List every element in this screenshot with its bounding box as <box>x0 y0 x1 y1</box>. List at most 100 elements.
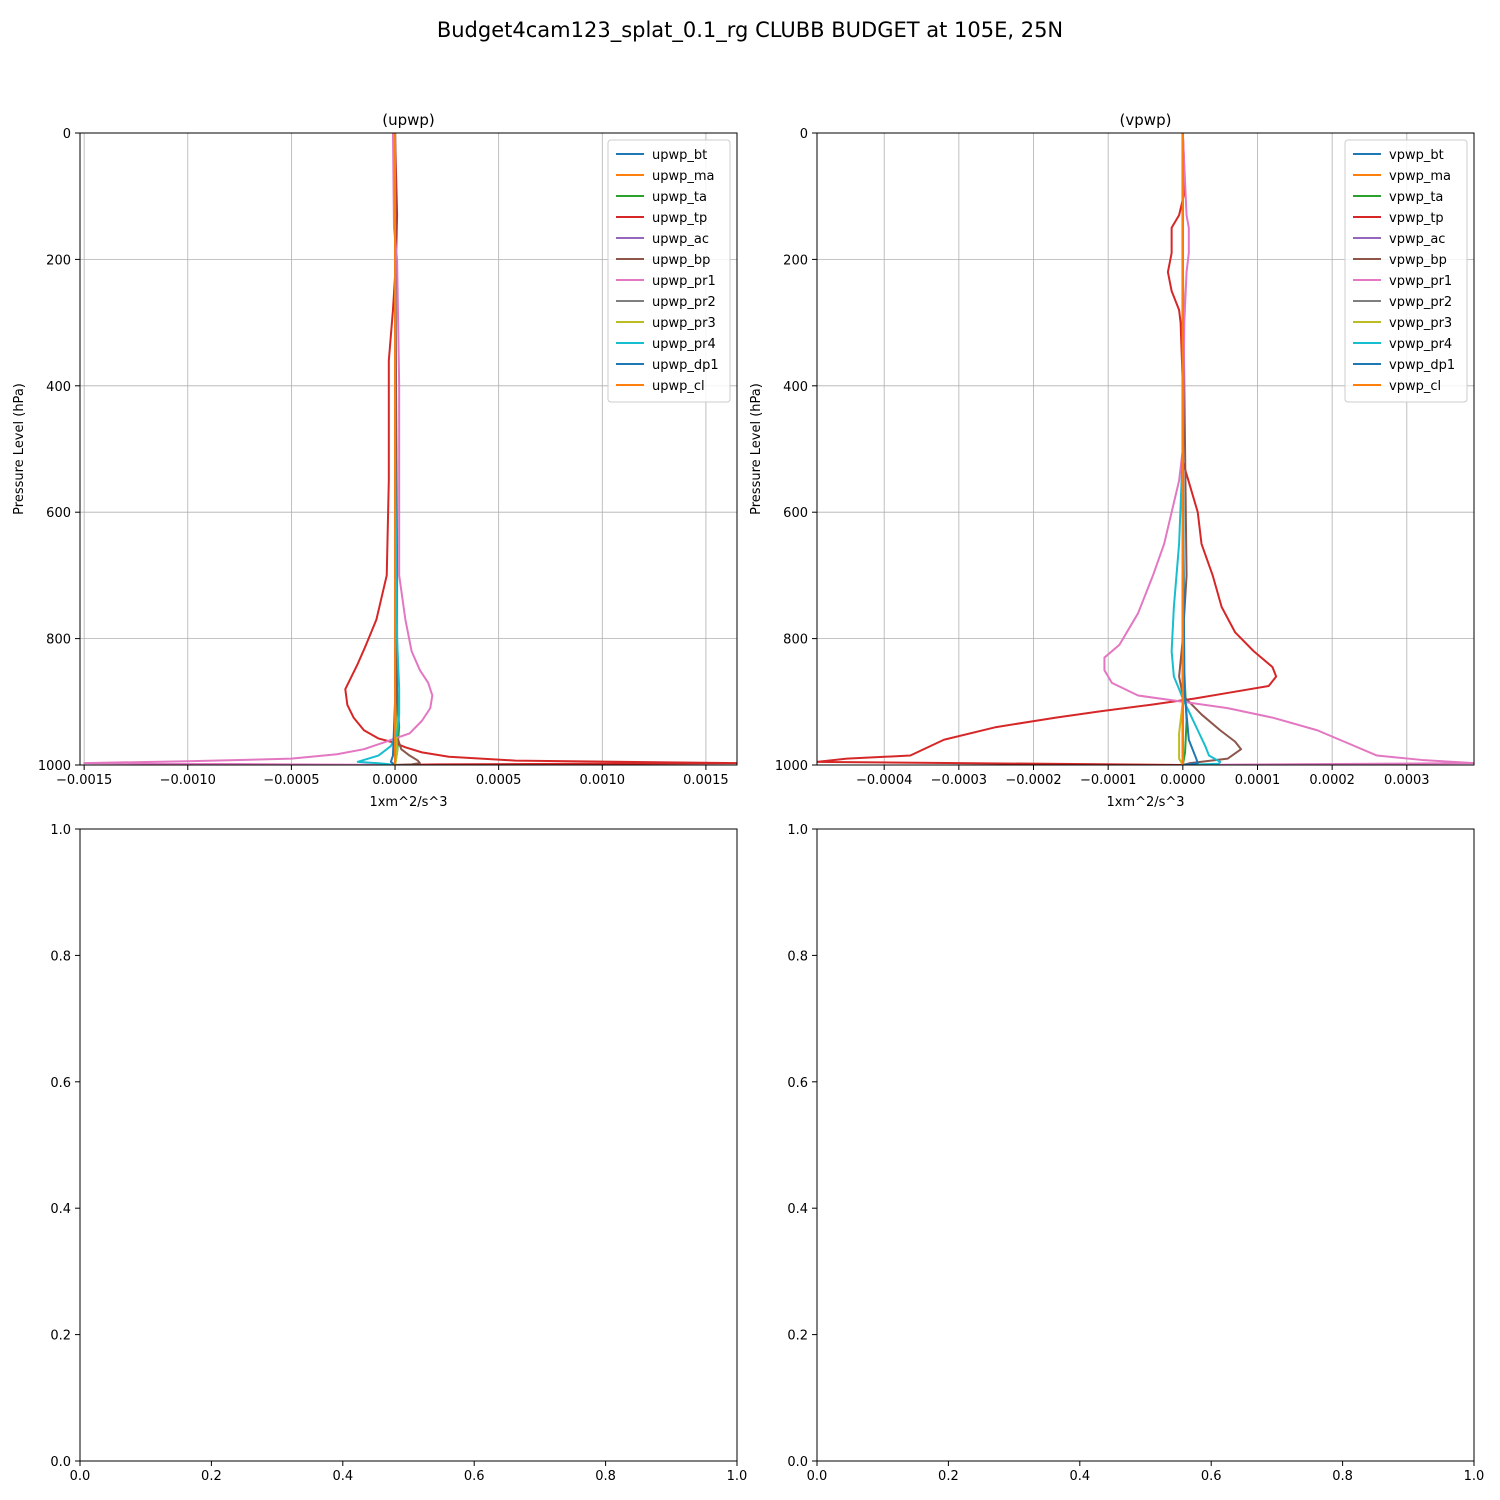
series-line-upwp_bp <box>394 133 421 765</box>
legend-box <box>1344 139 1468 403</box>
x-tick-label: 0.0015 <box>683 773 729 788</box>
x-tick-label: 0.2 <box>938 1469 959 1484</box>
x-tick-label: 0.0000 <box>1160 773 1206 788</box>
subplot-1: −0.0015 −0.0010 −0.0005 0.0000 0.0005 0.0010 0… <box>12 111 738 810</box>
series-group <box>817 133 1474 765</box>
legend-label: vpwp_ac <box>1389 232 1445 247</box>
y-tick-label: 0.4 <box>50 1202 71 1217</box>
x-tick-label: 0.4 <box>332 1469 353 1484</box>
y-tick-label: 800 <box>783 633 808 648</box>
x-tick-label: 0.2 <box>201 1469 222 1484</box>
x-tick-label: −0.0002 <box>1005 773 1061 788</box>
y-tick-label: 0.0 <box>787 1455 808 1470</box>
x-tick-label: −0.0001 <box>1080 773 1136 788</box>
x-tick-label: −0.0005 <box>263 773 319 788</box>
axes-frame <box>79 828 738 1462</box>
y-tick-label: 600 <box>46 506 71 521</box>
x-tick-label: −0.0004 <box>856 773 912 788</box>
series-line-upwp_tp <box>344 133 737 765</box>
x-tick-label: 0.0010 <box>580 773 626 788</box>
subplot-grid: −0.0015 −0.0010 −0.0005 0.0000 0.0005 0.0010 0… <box>12 111 1484 1484</box>
legend-label: upwp_bt <box>652 148 707 163</box>
legend-label: upwp_pr2 <box>652 295 716 310</box>
series-line-vpwp_pr1 <box>1103 133 1474 765</box>
y-tick-label: 1000 <box>775 759 808 774</box>
legend-label: upwp_ac <box>652 232 709 247</box>
y-tick-label: 0 <box>63 127 71 142</box>
x-tick-label: 0.0005 <box>476 773 522 788</box>
x-tick-label: 0.6 <box>1201 1469 1222 1484</box>
legend-label: vpwp_ma <box>1389 169 1451 184</box>
legend-label: vpwp_pr2 <box>1389 295 1452 310</box>
y-tick-label: 400 <box>46 380 71 395</box>
x-tick-label: −0.0015 <box>56 773 112 788</box>
series-line-vpwp_tp <box>817 133 1278 765</box>
figure-title: Budget4cam123_splat_0.1_rg CLUBB BUDGET … <box>437 18 1063 43</box>
axes-frame <box>816 132 1475 766</box>
y-tick-label: 0.2 <box>50 1329 71 1344</box>
subplot-title: (vpwp) <box>1120 111 1172 129</box>
legend-label: vpwp_pr4 <box>1389 337 1452 352</box>
x-tick-label: 0.0 <box>807 1469 828 1484</box>
x-tick-label: 1.0 <box>727 1469 748 1484</box>
y-tick-label: 0.0 <box>50 1455 71 1470</box>
y-axis-label: Pressure Level (hPa) <box>749 383 764 515</box>
legend-label: upwp_ta <box>652 190 707 205</box>
legend-label: upwp_ma <box>652 169 715 184</box>
y-tick-label: 0.6 <box>50 1076 71 1091</box>
x-tick-label: 0.8 <box>595 1469 616 1484</box>
y-tick-label: 0.6 <box>787 1076 808 1091</box>
axes-frame <box>816 828 1475 1462</box>
legend-label: vpwp_bp <box>1389 253 1447 268</box>
legend-label: upwp_pr4 <box>652 337 716 352</box>
y-tick-label: 200 <box>783 253 808 268</box>
legend-label: upwp_pr1 <box>652 274 716 289</box>
subplot-title: (upwp) <box>382 111 435 129</box>
x-axis-label: 1xm^2/s^3 <box>1106 795 1184 810</box>
x-tick-label: 0.8 <box>1332 1469 1353 1484</box>
y-tick-label: 0 <box>800 127 808 142</box>
x-tick-label: 0.4 <box>1069 1469 1090 1484</box>
x-tick-label: 0.6 <box>464 1469 485 1484</box>
x-tick-label: −0.0003 <box>931 773 987 788</box>
axes-frame <box>79 132 738 766</box>
legend-label: vpwp_tp <box>1389 211 1444 226</box>
legend-label: upwp_pr3 <box>652 316 716 331</box>
legend-label: upwp_bp <box>652 253 710 268</box>
series-group <box>83 133 737 765</box>
legend-box <box>607 139 731 403</box>
x-tick-label: 1.0 <box>1464 1469 1485 1484</box>
series-line-vpwp_bp <box>1178 133 1243 765</box>
y-tick-label: 800 <box>46 633 71 648</box>
y-tick-label: 0.8 <box>50 949 71 964</box>
x-tick-label: 0.0003 <box>1384 773 1430 788</box>
y-tick-label: 1.0 <box>787 823 808 838</box>
legend-label: upwp_dp1 <box>652 358 719 373</box>
legend-label: vpwp_dp1 <box>1389 358 1455 373</box>
legend-label: vpwp_ta <box>1389 190 1443 205</box>
y-tick-label: 0.4 <box>787 1202 808 1217</box>
x-tick-label: −0.0010 <box>160 773 216 788</box>
legend: vpwp_bt vpwp_ma vpwp_ta vpwp_tp vpwp_ac vpwp_… <box>1344 139 1468 403</box>
subplot-4: 0.0 0.2 0.4 0.6 0.8 1.0 0.0 0.2 0.4 0.6 0.8 1.0 <box>787 823 1484 1484</box>
legend-label: vpwp_cl <box>1389 379 1441 394</box>
legend: upwp_bt upwp_ma upwp_ta upwp_tp upwp_ac upwp_… <box>607 139 731 403</box>
y-tick-label: 1000 <box>38 759 71 774</box>
series-line-upwp_pr1 <box>83 133 434 765</box>
subplot-3: 0.0 0.2 0.4 0.6 0.8 1.0 0.0 0.2 0.4 0.6 0.8 1.0 <box>50 823 747 1484</box>
legend-label: upwp_tp <box>652 211 707 226</box>
x-axis-label: 1xm^2/s^3 <box>369 795 447 810</box>
y-axis-label: Pressure Level (hPa) <box>12 383 27 515</box>
y-tick-label: 0.8 <box>787 949 808 964</box>
legend-label: vpwp_pr1 <box>1389 274 1452 289</box>
x-tick-label: 0.0001 <box>1235 773 1281 788</box>
y-tick-label: 200 <box>46 253 71 268</box>
y-tick-label: 0.2 <box>787 1329 808 1344</box>
x-tick-label: 0.0000 <box>372 773 418 788</box>
y-tick-label: 600 <box>783 506 808 521</box>
legend-label: vpwp_pr3 <box>1389 316 1452 331</box>
x-tick-label: 0.0 <box>70 1469 91 1484</box>
subplot-2: −0.0004 −0.0003 −0.0002 −0.0001 0.0000 0.0001… <box>749 111 1475 810</box>
x-tick-label: 0.0002 <box>1309 773 1355 788</box>
